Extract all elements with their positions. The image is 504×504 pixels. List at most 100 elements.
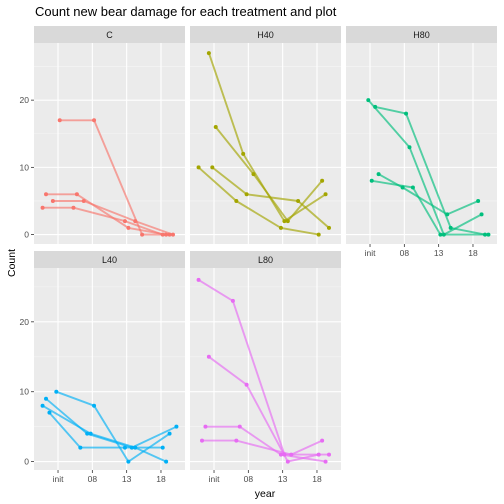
x-tick-label: 18	[468, 248, 478, 258]
data-point	[278, 225, 283, 230]
series-line	[374, 105, 486, 236]
data-point	[54, 389, 59, 394]
facet-strip	[190, 251, 341, 268]
x-axis-title: year	[255, 488, 276, 500]
data-point	[210, 165, 215, 170]
y-tick-label: 10	[20, 162, 30, 172]
panel-l40: L40 0 10 20 init 08 13 18	[20, 251, 185, 484]
data-point	[316, 232, 321, 237]
data-point	[285, 219, 290, 224]
data-point	[92, 118, 97, 123]
data-point	[170, 232, 175, 237]
x-tick-label: init	[53, 474, 65, 484]
x-tick-label: 08	[88, 474, 98, 484]
x-tick-label: 18	[156, 474, 166, 484]
series-line	[198, 279, 329, 456]
data-point	[237, 424, 242, 429]
x-tick-label: 08	[400, 248, 410, 258]
data-point	[81, 198, 86, 203]
y-tick-label: 10	[20, 387, 30, 397]
data-point	[323, 459, 328, 464]
data-point	[278, 452, 283, 457]
data-point	[369, 178, 374, 183]
series-line	[367, 99, 483, 236]
data-point	[326, 452, 331, 457]
data-point	[289, 452, 294, 457]
data-point	[196, 165, 201, 170]
data-point	[410, 185, 415, 190]
data-point	[438, 232, 443, 237]
x-tick-label: 18	[312, 474, 322, 484]
facet-strip	[190, 26, 341, 43]
panel-background	[34, 268, 185, 470]
facet-strip-label: H40	[257, 30, 274, 40]
series-line	[52, 200, 174, 236]
data-point	[74, 192, 79, 197]
data-point	[213, 125, 218, 130]
data-point	[50, 198, 55, 203]
data-point	[126, 225, 131, 230]
data-point	[200, 438, 205, 443]
series-line	[42, 206, 164, 236]
panel-background	[34, 43, 185, 244]
series-line	[46, 193, 167, 236]
series-line	[59, 119, 170, 236]
data-point	[407, 145, 412, 150]
data-point	[44, 396, 49, 401]
series-line	[378, 173, 479, 216]
x-tick-label: init	[365, 248, 377, 258]
series-line	[371, 179, 489, 236]
data-point	[326, 225, 331, 230]
panel-l80: L80 init 08 13 18	[190, 251, 341, 484]
facet-strip	[34, 26, 185, 43]
data-point	[88, 431, 93, 436]
data-point	[404, 111, 409, 116]
data-point	[241, 151, 246, 156]
data-point	[373, 104, 378, 109]
data-point	[320, 438, 325, 443]
x-tick-label: init	[209, 474, 221, 484]
y-axis-title: Count	[6, 249, 18, 277]
data-point	[234, 438, 239, 443]
data-point	[206, 354, 211, 359]
data-point	[160, 232, 165, 237]
y-tick-label: 0	[24, 230, 29, 240]
facet-strip-label: L80	[258, 255, 273, 265]
data-point	[160, 445, 165, 450]
data-point	[126, 459, 131, 464]
data-point	[122, 219, 127, 224]
data-point	[296, 198, 301, 203]
data-point	[316, 452, 321, 457]
data-point	[206, 51, 211, 56]
panel-background	[190, 268, 341, 470]
facet-strip-label: L40	[102, 255, 117, 265]
data-point	[174, 424, 179, 429]
data-point	[92, 403, 97, 408]
data-point	[366, 98, 371, 103]
panel-background	[190, 43, 341, 244]
data-point	[320, 178, 325, 183]
data-point	[323, 192, 328, 197]
y-tick-label: 0	[24, 457, 29, 467]
series-line	[197, 166, 319, 236]
x-tick-label: 13	[278, 474, 288, 484]
data-point	[285, 459, 290, 464]
panel-h80: H80 init 08 13 18	[346, 26, 497, 258]
series-line	[211, 166, 330, 229]
data-point	[133, 219, 138, 224]
facet-strip-label: H80	[413, 30, 430, 40]
x-tick-label: 13	[434, 248, 444, 258]
data-point	[445, 212, 450, 217]
data-point	[78, 445, 83, 450]
data-point	[167, 431, 172, 436]
data-point	[196, 277, 201, 282]
data-point	[448, 225, 453, 230]
chart-title: Count new bear damage for each treatment…	[35, 4, 337, 19]
series-line	[48, 412, 163, 449]
data-point	[486, 232, 491, 237]
data-point	[282, 219, 287, 224]
series-line	[45, 397, 177, 449]
data-point	[122, 445, 127, 450]
y-tick-label: 20	[20, 317, 30, 327]
